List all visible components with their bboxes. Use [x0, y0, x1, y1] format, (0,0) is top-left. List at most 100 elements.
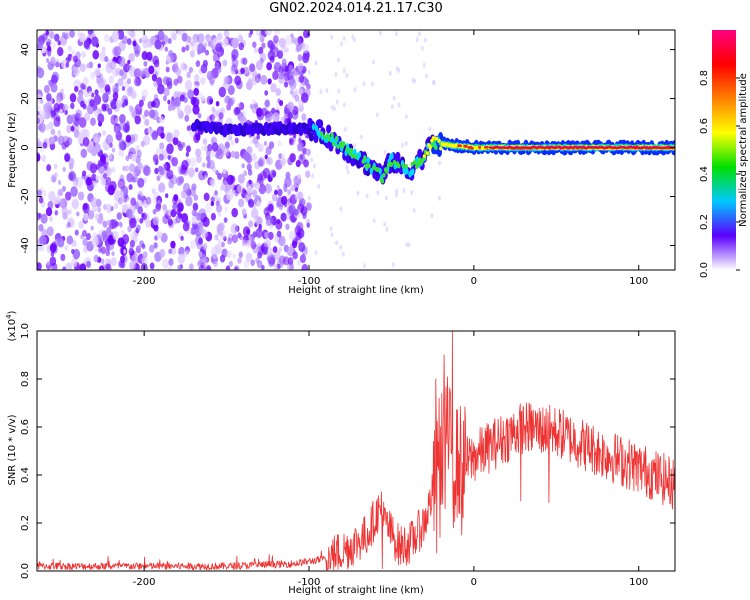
signal-peak [546, 146, 550, 149]
faint-dot [410, 190, 414, 196]
noise-blob [130, 107, 137, 117]
faint-dot [330, 105, 334, 111]
signal-core-cyan [334, 140, 338, 147]
noise-blob [121, 102, 125, 108]
noise-blob [51, 74, 58, 85]
signal-peak [575, 146, 580, 149]
page-title: GN02.2024.014.21.17.C30 [269, 1, 443, 16]
noise-blob [303, 30, 309, 39]
noise-blob [288, 231, 296, 241]
noise-blob [110, 98, 118, 110]
noise-blob [140, 70, 147, 79]
noise-blob [272, 246, 278, 253]
noise-blob [298, 88, 304, 96]
noise-blob [78, 117, 87, 128]
noise-blob [205, 49, 210, 56]
noise-blob [182, 182, 191, 194]
noise-blob [98, 265, 105, 270]
spectrogram-y-label: Frequency (Hz) [7, 112, 18, 188]
noise-blob [297, 36, 304, 45]
noise-blob [225, 265, 231, 270]
noise-blob [57, 46, 64, 57]
noise-blob [72, 198, 79, 208]
noise-blob [37, 141, 42, 148]
noise-blob [131, 153, 137, 162]
noise-blob [136, 224, 141, 232]
noise-blob [285, 171, 291, 180]
noise-blob [92, 232, 98, 240]
noise-blob [234, 75, 242, 86]
noise-blob [153, 242, 158, 249]
noise-blob [267, 203, 274, 212]
noise-blob [256, 216, 263, 226]
noise-blob [264, 30, 273, 36]
noise-blob [83, 39, 90, 49]
noise-blob [215, 153, 219, 159]
noise-blob [305, 170, 311, 179]
noise-blob [218, 222, 225, 232]
noise-blob [277, 98, 281, 104]
noise-blob [212, 109, 219, 119]
signal-peak [525, 146, 529, 149]
noise-blob [243, 260, 250, 269]
noise-blob [215, 204, 223, 213]
noise-blob [148, 65, 155, 75]
noise-blob [284, 176, 292, 188]
noise-blob [199, 226, 204, 234]
noise-blob [86, 161, 94, 171]
noise-blob [117, 77, 124, 87]
noise-blob [111, 46, 119, 57]
noise-blob [276, 230, 282, 238]
noise-blob [123, 98, 128, 105]
noise-blob [39, 235, 47, 246]
noise-blob [223, 217, 228, 223]
noise-blob [226, 137, 230, 143]
noise-blob [173, 194, 179, 202]
noise-blob [228, 260, 233, 267]
noise-blob [272, 70, 279, 81]
colorbar-tick-label: 0.0 [699, 262, 710, 278]
noise-blob [85, 176, 93, 186]
noise-blob [280, 117, 284, 122]
noise-blob [120, 255, 126, 263]
noise-blob [217, 172, 223, 180]
noise-blob [50, 110, 56, 118]
noise-blob [234, 266, 239, 270]
noise-blob [267, 231, 274, 241]
signal-peak [532, 146, 536, 149]
noise-blob [79, 263, 87, 270]
noise-blob [230, 63, 238, 75]
noise-blob [42, 141, 48, 149]
noise-blob [104, 263, 112, 270]
noise-blob [102, 92, 108, 101]
faint-dot [424, 37, 428, 43]
noise-blob [251, 208, 259, 219]
noise-blob [297, 142, 304, 152]
noise-blob [179, 94, 185, 102]
noise-blob [105, 134, 114, 146]
noise-blob [162, 214, 169, 225]
noise-blob [263, 237, 271, 248]
noise-blob [94, 213, 100, 220]
noise-blob [255, 182, 261, 190]
signal-core-green [392, 160, 397, 165]
noise-blob [212, 251, 218, 260]
signal-peak [554, 146, 558, 149]
spectrogram-y-tick-label: -20 [20, 188, 31, 204]
signal-core-green [336, 144, 340, 150]
noise-blob [245, 239, 252, 248]
noise-blob [165, 193, 169, 199]
noise-blob [186, 145, 191, 153]
noise-blob [42, 33, 48, 41]
noise-blob [167, 265, 173, 270]
faint-dot [312, 163, 316, 169]
signal-core-green [323, 134, 327, 140]
signal-core-cyan [369, 167, 373, 175]
noise-blob [164, 46, 168, 52]
noise-blob [209, 79, 215, 86]
noise-blob [61, 206, 69, 217]
noise-blob [176, 30, 184, 36]
noise-blob [134, 104, 143, 115]
noise-blob [223, 76, 230, 85]
faint-dot [383, 221, 387, 227]
